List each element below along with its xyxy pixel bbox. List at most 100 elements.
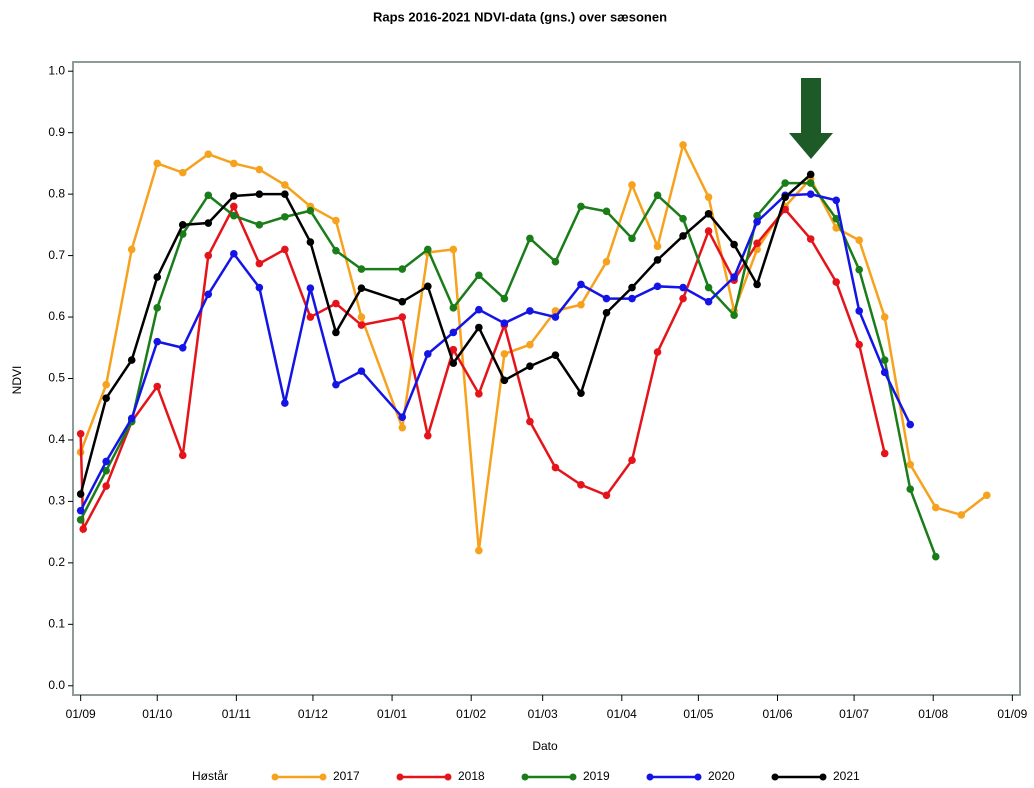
y-tick-label: 0.6 <box>48 309 65 323</box>
data-point <box>204 219 213 227</box>
data-point <box>306 284 315 292</box>
data-point <box>204 290 213 299</box>
data-point <box>880 449 889 458</box>
data-point <box>628 181 636 189</box>
legend-marker <box>694 773 702 781</box>
x-tick-label: 01/09 <box>66 707 96 721</box>
y-tick-label: 0.2 <box>48 555 65 569</box>
data-point <box>281 245 289 254</box>
legend-marker <box>396 773 404 781</box>
legend-marker <box>771 773 779 781</box>
data-point <box>398 265 407 273</box>
data-point <box>178 451 187 460</box>
data-point <box>398 313 407 321</box>
data-point <box>230 159 238 168</box>
y-tick-label: 1.0 <box>48 63 65 77</box>
y-axis-label: NDVI <box>10 366 24 395</box>
data-point <box>153 337 162 346</box>
data-point <box>704 297 713 306</box>
data-point <box>178 343 187 352</box>
data-point <box>281 213 289 221</box>
data-point <box>957 511 966 519</box>
data-point <box>551 463 560 472</box>
data-point <box>906 460 915 469</box>
data-point <box>753 217 761 226</box>
data-point <box>653 242 662 251</box>
data-point <box>704 209 713 218</box>
data-point <box>76 430 85 438</box>
data-point <box>753 239 761 248</box>
y-tick-label: 0.0 <box>48 678 65 692</box>
data-point <box>931 503 940 512</box>
data-point <box>102 482 110 490</box>
x-tick-label: 01/07 <box>839 707 869 721</box>
data-point <box>281 399 289 407</box>
data-point <box>602 294 611 303</box>
data-point <box>449 245 458 254</box>
data-point <box>500 376 509 385</box>
data-point <box>577 280 585 289</box>
data-point <box>76 506 85 515</box>
x-tick-label: 01/01 <box>377 707 407 721</box>
data-point <box>178 168 187 177</box>
data-point <box>806 190 815 198</box>
data-point <box>628 456 636 465</box>
data-point <box>753 211 761 220</box>
data-point <box>628 283 636 292</box>
data-point <box>332 299 340 308</box>
data-point <box>577 481 585 489</box>
data-point <box>781 179 789 187</box>
data-point <box>855 236 863 245</box>
data-point <box>500 294 509 303</box>
data-point <box>281 190 289 198</box>
legend-marker <box>521 773 529 781</box>
data-point <box>730 311 738 320</box>
data-point <box>424 431 432 440</box>
data-point <box>475 271 483 280</box>
data-point <box>153 159 162 168</box>
x-tick-label: 01/02 <box>456 707 486 721</box>
data-point <box>526 417 534 426</box>
data-point <box>679 294 687 303</box>
data-point <box>832 196 841 205</box>
data-point <box>855 265 863 274</box>
series-line <box>79 141 988 551</box>
data-point <box>178 230 187 238</box>
data-point <box>526 234 534 243</box>
data-point <box>230 202 238 211</box>
data-point <box>602 207 611 216</box>
data-point <box>127 414 136 423</box>
data-point <box>178 221 187 229</box>
data-point <box>332 380 340 389</box>
y-tick-label: 0.8 <box>48 186 65 200</box>
data-point <box>679 283 687 292</box>
data-point <box>449 345 458 354</box>
data-point <box>357 265 366 273</box>
data-point <box>653 191 662 200</box>
data-point <box>704 227 713 235</box>
x-tick-label: 01/11 <box>222 707 251 721</box>
data-point <box>653 282 662 291</box>
data-point <box>806 179 815 187</box>
data-point <box>500 319 509 327</box>
data-point <box>153 273 162 281</box>
data-point <box>102 394 110 402</box>
data-point <box>880 368 889 377</box>
data-point <box>475 305 483 314</box>
data-point <box>551 351 560 359</box>
data-point <box>306 238 315 246</box>
series-line <box>79 181 937 558</box>
data-point <box>526 362 534 371</box>
data-point <box>781 205 789 214</box>
data-point <box>855 307 863 315</box>
data-point <box>306 206 315 215</box>
data-point <box>255 259 264 268</box>
data-point <box>255 283 264 292</box>
legend-marker <box>444 773 452 781</box>
data-point <box>449 359 458 367</box>
data-point <box>449 328 458 337</box>
x-tick-label: 01/12 <box>298 707 328 721</box>
data-point <box>679 232 687 240</box>
data-point <box>832 278 841 286</box>
